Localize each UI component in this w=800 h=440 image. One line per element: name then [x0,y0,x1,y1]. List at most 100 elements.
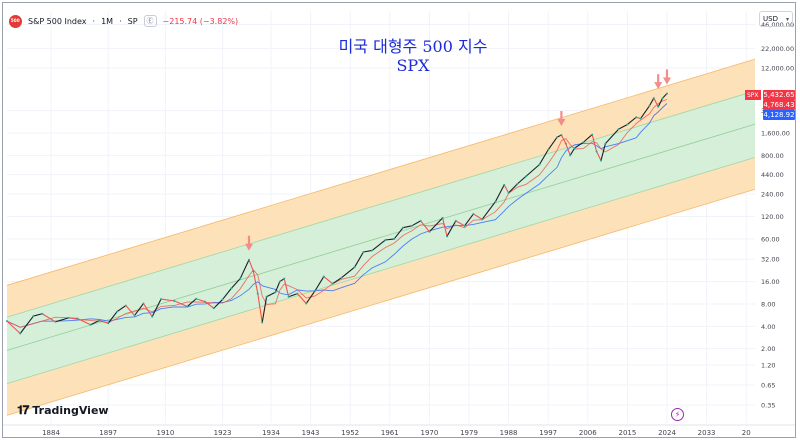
price-point [195,297,198,300]
price-point [446,235,448,238]
price-point [384,239,387,242]
channel-line [6,157,756,384]
price-point [600,159,602,162]
price-point [617,128,620,131]
interval[interactable]: 1M [101,16,114,26]
price-point [19,332,22,335]
price-series [6,92,668,335]
price-point [419,219,422,222]
bolt-icon[interactable]: ⚡ [671,408,684,421]
x-tick-label: 1934 [262,429,280,437]
price-point [635,116,638,119]
price-segment [591,134,598,152]
price-segment [618,123,628,130]
x-axis[interactable]: 1884 1897 1910 1923 1934 1943 1952 1961 1970 1979… [3,424,796,437]
price-segment [68,317,78,320]
symbol-name[interactable]: S&P 500 Index [28,16,87,26]
price-chart[interactable]: 46,000.0022,000.0012,000.003,200.001,600… [3,3,796,438]
price-point [573,147,576,150]
price-segment [565,143,571,156]
price-segment [657,97,664,108]
currency-selector[interactable]: USD ▾ [759,11,793,27]
price-segment [305,290,316,304]
price-segment [187,298,197,307]
price-point [340,276,343,279]
chart-title-line2: SPX [396,56,430,75]
price-point [186,305,189,308]
price-segment [517,175,527,185]
currency-label: USD [763,15,778,23]
price-segment [538,149,549,165]
price-point [481,218,484,221]
price-segment [411,220,421,227]
price-point [252,270,255,273]
price-segment [77,317,91,326]
price-point [410,224,413,227]
y-tick-label: 1,600.00 [761,129,790,137]
price-segment [257,293,263,323]
y-axis[interactable]: 46,000.0022,000.0012,000.003,200.001,600… [761,21,794,409]
arrow-head [663,77,671,85]
x-tick-label: 2006 [579,429,597,437]
price-point [256,292,259,295]
price-point [221,298,224,301]
price-point [32,315,35,318]
x-tick-label: 1943 [302,429,320,437]
price-segment [332,277,342,285]
price-segment [442,217,448,237]
price-point [296,292,299,295]
exchange: SP [127,16,138,26]
chart-title-line1: 미국 대형주 500 지수 [338,37,488,56]
price-segment [547,136,558,151]
price-segment [341,266,355,279]
arrow-annotation [654,74,663,90]
price-segment [116,305,127,313]
price-point [116,310,118,313]
y-tick-label: 240.00 [761,191,784,199]
symbol-header: 500 S&P 500 Index · 1M · SP Ⓔ −215.74 (−… [9,13,238,29]
data-flag-icon[interactable]: Ⓔ [143,15,157,27]
arrow-head [245,243,253,251]
price-segment [464,213,474,227]
price-point [666,92,668,95]
price-segment [446,220,457,237]
price-point [331,282,334,285]
x-tick-label: 1910 [156,429,174,437]
price-segment [385,238,395,241]
price-point [626,123,629,126]
price-point [564,142,567,145]
price-point [151,315,154,318]
separator-dot: · [119,16,122,26]
y-tick-label: 1.20 [761,362,775,370]
price-segment [239,259,250,279]
y-tick-label: 46,000.00 [761,21,794,29]
x-tick-label: 1961 [381,429,399,437]
price-point [54,320,57,323]
y-tick-label: 4.00 [761,323,775,331]
price-segment [494,184,505,202]
tradingview-logo[interactable]: 𝟏𝟕 TradingView [17,403,109,418]
y-tick-label: 2.00 [761,345,775,353]
x-tick-label: 1897 [99,429,117,437]
price-segment [173,300,188,307]
price-point [393,237,396,240]
price-segment [6,320,21,334]
price-segment [288,293,298,298]
price-segment [653,97,659,108]
price-segment [596,151,602,161]
price-segment [429,217,443,233]
spx-tag: SPX [745,90,761,100]
price-point [314,289,316,292]
price-point [142,302,145,305]
price-point [265,295,268,298]
last-price-tag: 5,432.65 [763,90,795,100]
price-segment [125,305,136,316]
price-change: −215.74 (−3.82%) [162,16,239,26]
channel-line [6,58,756,286]
x-tick-label: 1952 [341,429,359,437]
price-segment [402,225,412,229]
price-point [556,136,558,139]
price-segment [363,249,373,253]
y-tick-label: 12,000.00 [761,64,794,72]
